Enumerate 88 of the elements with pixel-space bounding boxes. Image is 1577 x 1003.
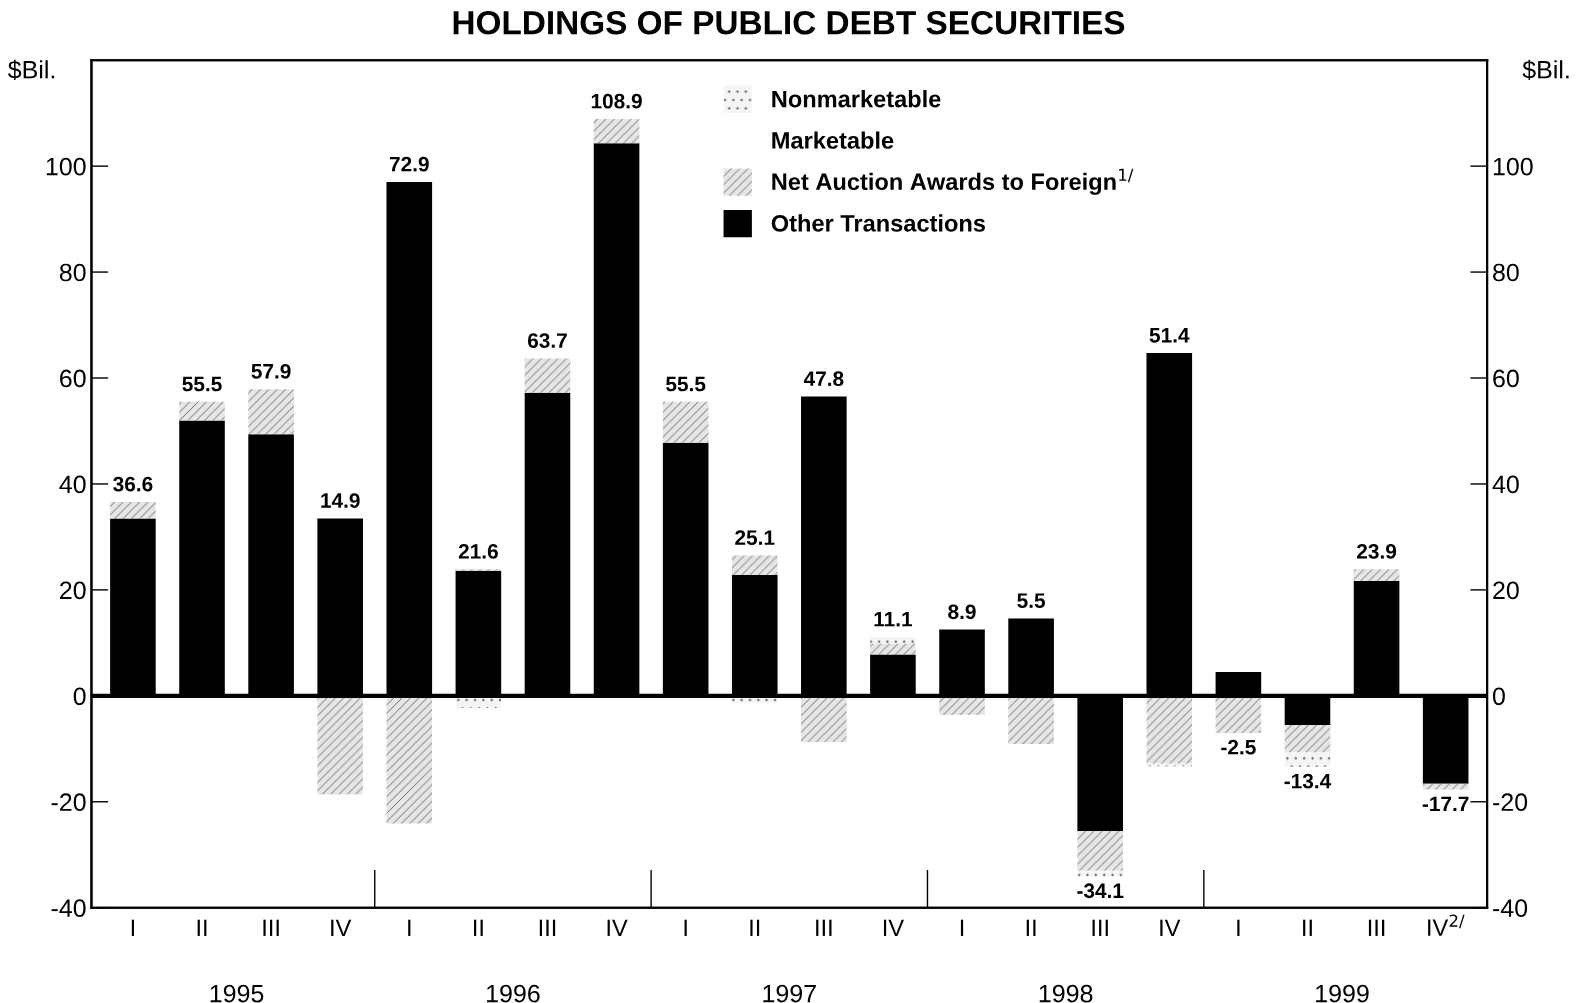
bar [317,695,363,795]
total-label: 36.6 [113,476,153,492]
total-label: 21.6 [458,544,498,559]
x-tick-label: III [539,919,556,936]
total-label: 8.9 [948,604,976,620]
x-tick-label: III [816,919,832,936]
bar [1353,569,1400,581]
x-tick-label: IV [883,919,904,936]
bar [1284,752,1331,767]
bar [1422,783,1469,790]
legend-label: Other Transactions [771,214,985,232]
y2-tick-label: 100 [1493,157,1533,176]
x-tick-label: II [1026,919,1036,936]
total-label: 55.5 [182,376,222,392]
x-tick-label: III [1368,919,1385,936]
x-tick-label: IV [607,919,628,936]
x-tick-label: II [474,919,483,936]
bar [801,695,847,742]
text: 1998 [1039,984,1093,1003]
y2-tick-label: -40 [1493,899,1528,918]
y-tick-label: 100 [46,157,86,176]
y2-tick-label: 20 [1493,581,1519,600]
bar [1077,830,1123,871]
bar [870,637,916,644]
total-label: 47.8 [803,371,844,387]
x-tick-label: I [960,919,964,936]
bar [179,401,225,421]
bar [248,389,294,435]
total-label: 25.1 [735,530,775,545]
x-tick-label: IV [1160,919,1181,936]
bar [524,358,571,393]
x-tick-label: IV [331,919,352,936]
legend-title: Marketable [772,131,894,149]
text: 1997 [763,984,816,1003]
bar [386,695,433,824]
total-label: -17.7 [1422,796,1469,812]
x-tick-label: III [263,919,279,936]
total-label: 23.9 [1357,544,1397,559]
y-tick-label: 0 [73,687,86,706]
text: 1996 [487,984,540,1003]
y2-tick-label: 40 [1492,475,1519,494]
total-label: 57.9 [251,363,291,379]
x-tick-label: I [1237,919,1240,936]
y-axis-title: $Bil. [8,59,55,81]
total-label: 63.7 [527,333,567,348]
total-label: 14.9 [321,493,360,508]
bar [593,118,640,144]
total-label: 108.9 [591,93,642,109]
bar [1008,695,1054,745]
y2-tick-label: -20 [1493,793,1528,812]
x-tick-label: I [408,919,411,936]
total-label: 11.1 [874,612,913,627]
x-tick-label: II [1303,919,1312,936]
y-tick-label: -20 [51,793,86,812]
bar [870,643,916,655]
bar [1215,695,1262,733]
y-tick-label: 60 [60,369,86,388]
x-tick-label: I [684,919,687,936]
x-tick-label: I [131,919,135,936]
bar [1146,695,1193,764]
chart-title: HOLDINGS OF PUBLIC DEBT SECURITIES [453,10,1125,35]
y-tick-label: 80 [59,263,86,282]
total-label: 5.5 [1017,593,1046,609]
total-label: 55.5 [666,376,706,392]
legend-label: Net Auction Awards to Foreign$^{1/}$ [772,168,1134,195]
x-tick-label: II [197,919,207,936]
y2-axis-title: $Bil. [1522,59,1569,81]
y2-tick-label: 60 [1493,369,1519,388]
y-tick-label: 20 [60,581,86,600]
x-tick-label: III [1092,919,1108,936]
x-tick-label: IV$^{2/}$ [1428,914,1465,936]
text: 1995 [210,984,264,1003]
y-tick-label: -40 [51,899,86,918]
total-label: -34.1 [1077,883,1124,899]
bar [1284,724,1331,753]
total-label: -2.5 [1221,739,1256,755]
x-tick-label: II [750,919,760,936]
total-label: 51.4 [1149,328,1190,343]
total-label: 72.9 [389,156,429,172]
y2-tick-label: 0 [1492,687,1505,706]
legend-label: Nonmarketable [772,90,941,108]
y2-tick-label: 80 [1493,263,1519,282]
bar [110,501,156,519]
bar [662,401,709,443]
total-label: -13.4 [1284,773,1332,789]
bar [731,555,778,576]
y-tick-label: 40 [59,475,86,494]
text: 1999 [1316,984,1369,1003]
